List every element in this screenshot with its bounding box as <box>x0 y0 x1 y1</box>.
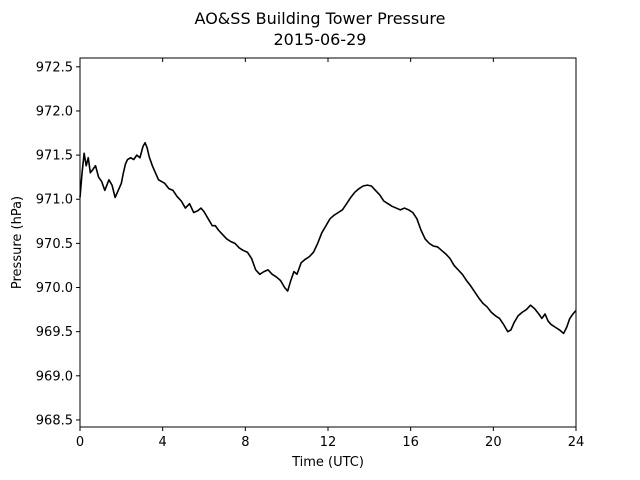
x-axis-label: Time (UTC) <box>291 455 364 470</box>
x-tick-label: 24 <box>568 435 585 450</box>
axis-ticks <box>76 58 577 431</box>
y-tick-label: 972.0 <box>36 104 73 119</box>
x-tick-label: 16 <box>402 435 419 450</box>
x-tick-label: 12 <box>320 435 337 450</box>
y-tick-label: 969.5 <box>36 325 73 340</box>
x-tick-label: 20 <box>485 435 502 450</box>
pressure-series-line <box>79 141 577 335</box>
y-tick-label: 972.5 <box>36 60 73 75</box>
chart-subtitle: 2015-06-29 <box>274 30 367 49</box>
chart-title: AO&SS Building Tower Pressure <box>195 9 446 28</box>
y-axis-label: Pressure (hPa) <box>10 196 25 289</box>
y-tick-label: 971.0 <box>36 193 73 208</box>
x-tick-label: 4 <box>159 435 167 450</box>
y-tick-label: 971.5 <box>36 149 73 164</box>
y-tick-label: 968.5 <box>36 413 73 428</box>
y-tick-label: 970.5 <box>36 237 73 252</box>
y-tick-label: 969.0 <box>36 369 73 384</box>
y-tick-label: 970.0 <box>36 281 73 296</box>
x-tick-label: 0 <box>76 435 84 450</box>
axis-tick-labels: 0 4 8 12 16 20 24 968.5 969.0 969.5 970.0 970.5 971.… <box>36 60 584 450</box>
x-tick-label: 8 <box>241 435 249 450</box>
plot-frame <box>79 57 577 428</box>
